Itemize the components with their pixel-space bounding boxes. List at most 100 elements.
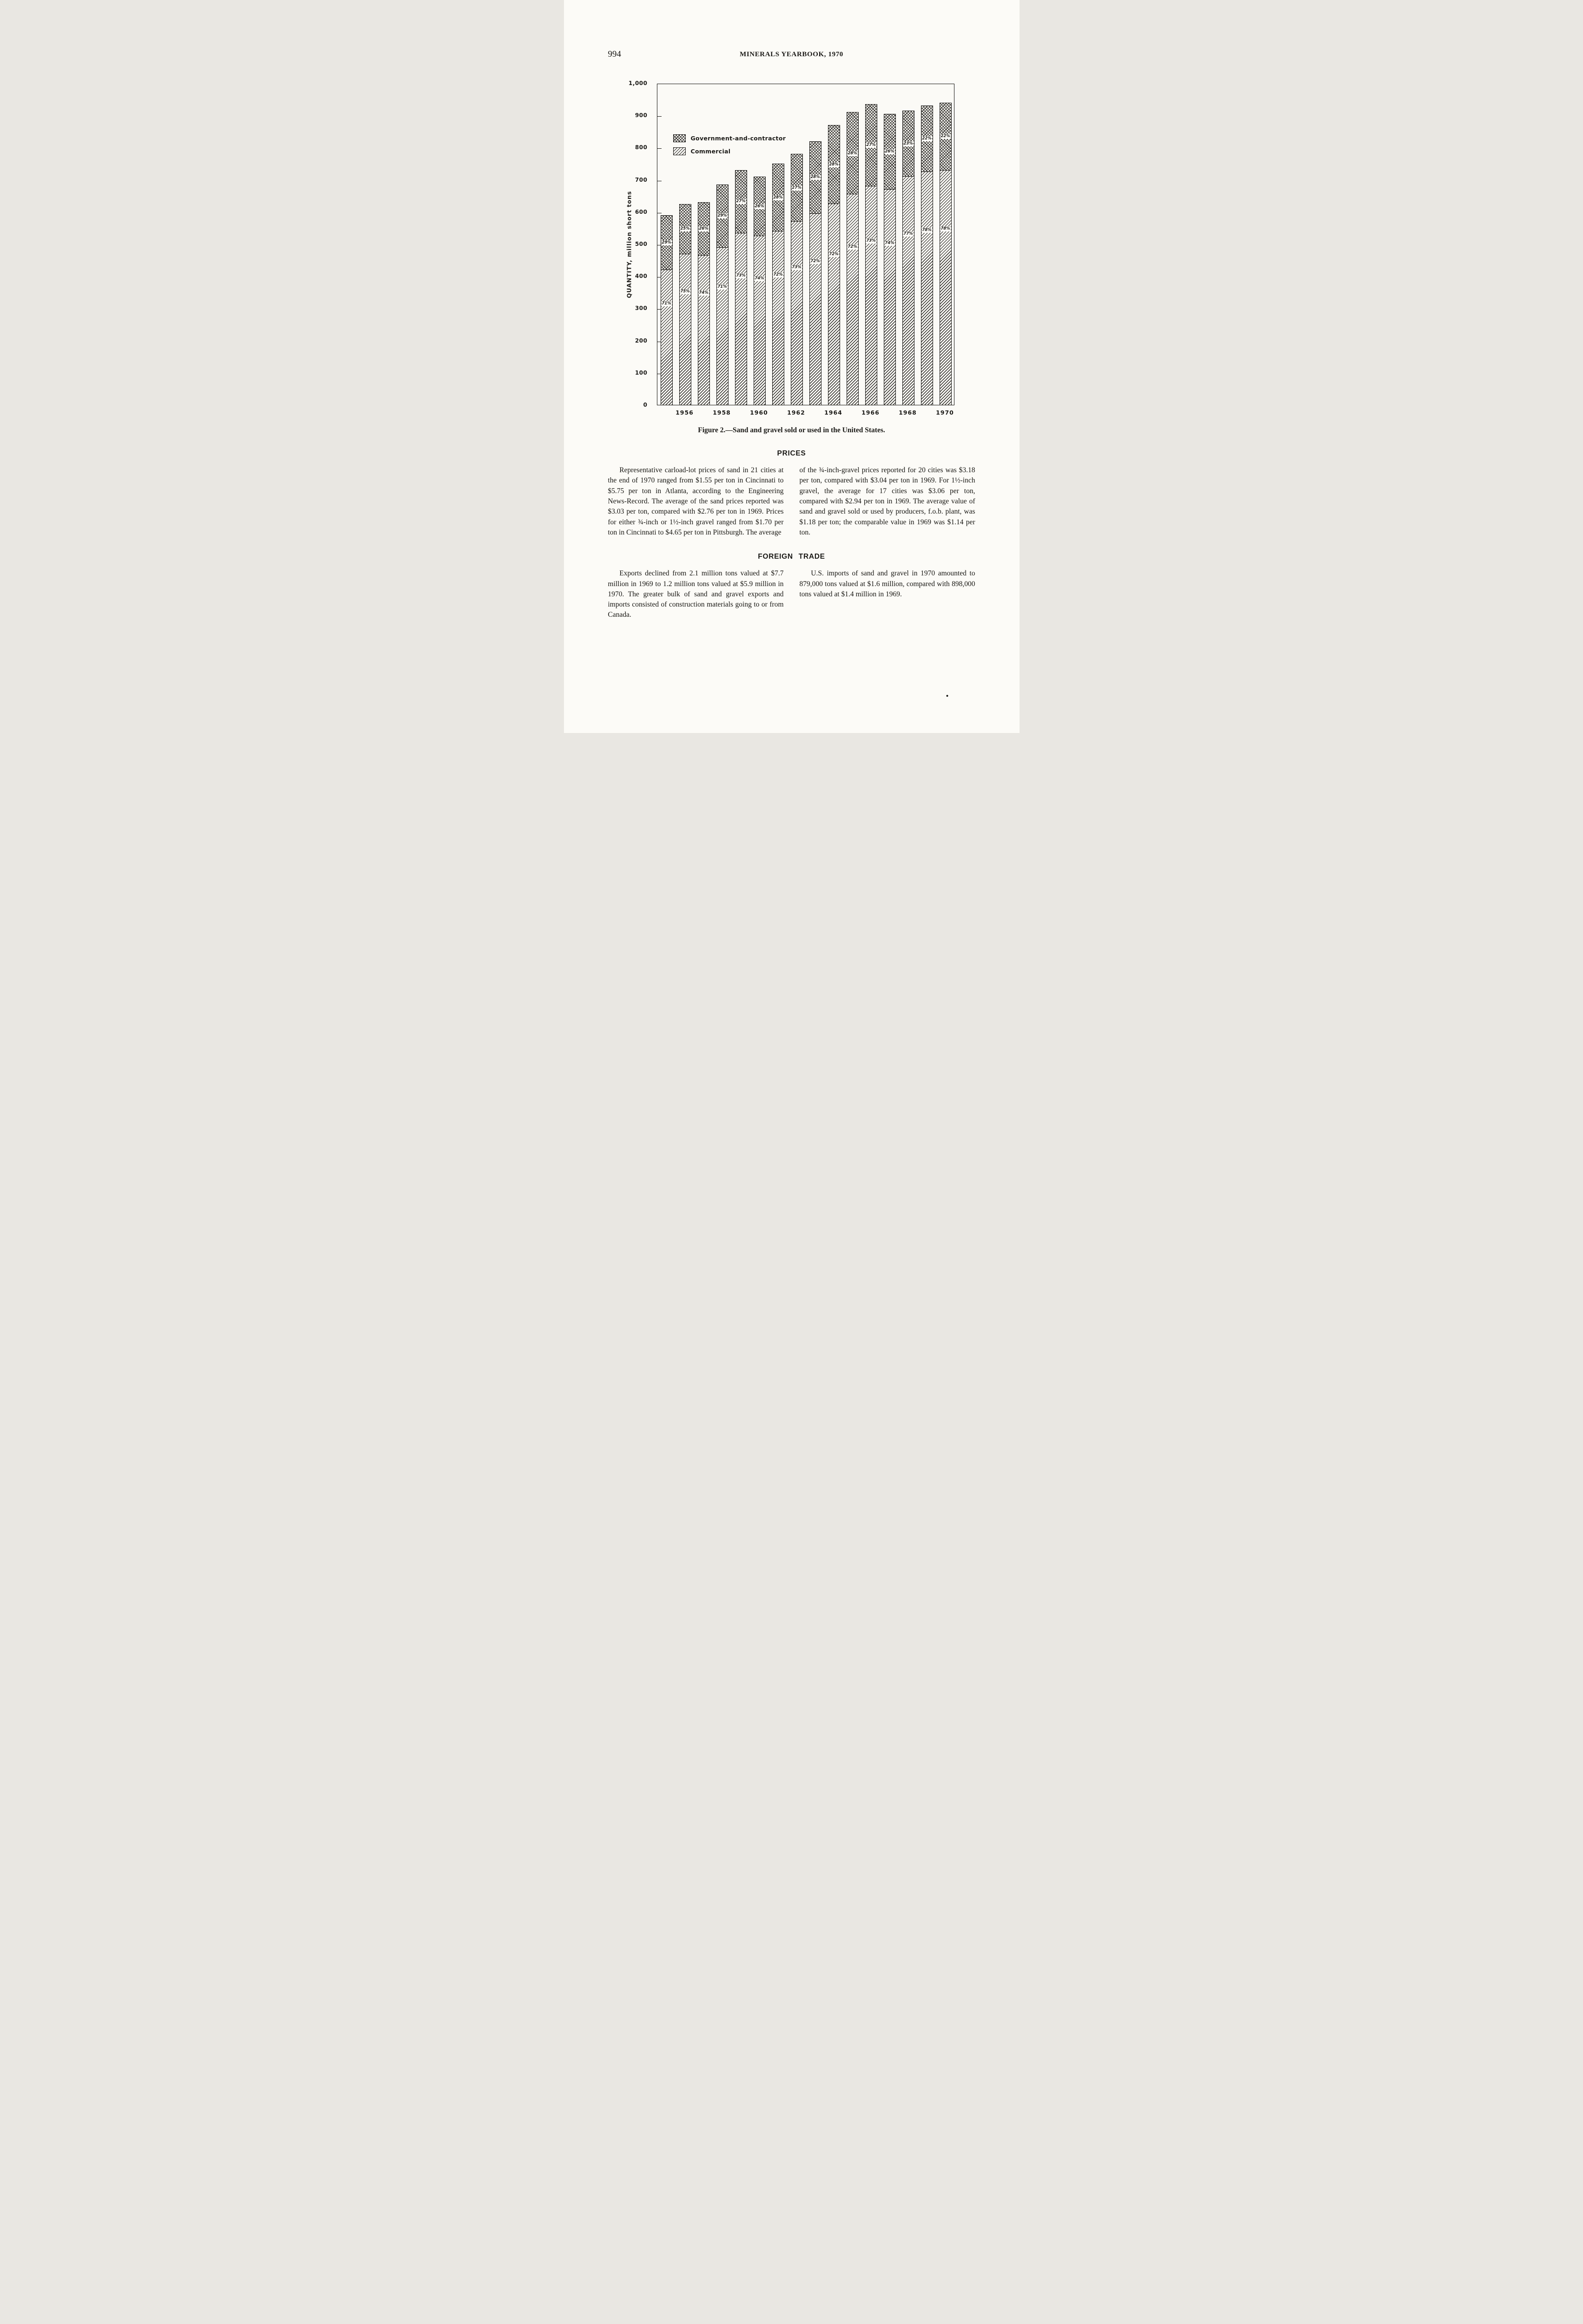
legend-item-government: Government-and-contractor <box>673 134 786 142</box>
x-axis-tick-label: 1970 <box>936 409 954 416</box>
y-axis-tick-label: 0 <box>643 402 648 408</box>
x-axis-tick-label: 1968 <box>899 409 917 416</box>
segment-commercial <box>828 204 840 405</box>
percent-label-commercial: 72% <box>847 244 858 250</box>
right-column: U.S. imports of sand and gravel in 1970 … <box>800 568 975 621</box>
legend-label: Government-and-contractor <box>690 135 786 142</box>
segment-commercial <box>772 231 784 405</box>
percent-label-government: 25% <box>680 226 690 232</box>
percent-label-government: 29% <box>661 240 672 245</box>
printed-dot-mark: • <box>946 692 949 700</box>
segment-commercial <box>716 247 728 405</box>
bar-1969: 78% 22% <box>921 106 933 405</box>
figure-2-chart: QUANTITY, million short tons 1,000 900 800… <box>564 74 1020 421</box>
percent-label-commercial: 73% <box>791 265 802 271</box>
bar-1957: 74% 26% <box>697 202 710 405</box>
percent-label-government: 28% <box>828 162 839 167</box>
y-axis-tick-label: 500 <box>635 241 648 247</box>
x-axis-tick-label: 1964 <box>824 409 842 416</box>
percent-label-commercial: 78% <box>921 227 932 233</box>
x-axis-tick-label: 1966 <box>861 409 880 416</box>
percent-label-government: 23% <box>903 141 914 146</box>
y-axis-tick <box>657 148 662 149</box>
two-column-text: Exports declined from 2.1 million tons v… <box>608 568 975 621</box>
paragraph: Representative carload-lot prices of san… <box>608 466 784 536</box>
segment-commercial <box>865 186 877 405</box>
paragraph: U.S. imports of sand and gravel in 1970 … <box>799 569 975 598</box>
figure-caption: Figure 2.—Sand and gravel sold or used i… <box>698 426 885 434</box>
bar-1956: 75% 25% <box>679 204 691 405</box>
bar-1966: 73% 27% <box>865 104 877 405</box>
segment-commercial <box>735 233 747 405</box>
segment-commercial <box>809 213 821 405</box>
y-axis-tick <box>657 309 662 310</box>
y-axis-tick-labels: 1,000 900 800 700 600 500 400 300 200 100 0 <box>615 80 651 408</box>
percent-label-commercial: 72% <box>828 251 839 257</box>
x-axis-tick-label: 1962 <box>787 409 805 416</box>
percent-label-commercial: 75% <box>680 289 690 295</box>
bar-1968: 77% 23% <box>902 110 914 405</box>
legend-swatch-commercial-diagonal <box>673 147 686 155</box>
y-axis-tick <box>657 116 662 117</box>
percent-label-commercial: 74% <box>754 276 765 281</box>
segment-commercial <box>661 270 672 405</box>
percent-label-commercial: 73% <box>735 273 746 279</box>
x-axis-tick-label: 1958 <box>713 409 731 416</box>
y-axis-tick-label: 1,000 <box>629 80 648 86</box>
right-column: of the ¾-inch-gravel prices reported for… <box>800 465 975 538</box>
y-axis-tick-label: 200 <box>635 337 648 344</box>
percent-label-commercial: 73% <box>866 238 876 244</box>
percent-label-government: 28% <box>847 151 858 156</box>
segment-commercial <box>902 177 914 405</box>
page-header: 994 MINERALS YEARBOOK, 1970 <box>564 49 1020 60</box>
bar-1970: 78% 22% <box>939 102 952 405</box>
section-heading-foreign-trade: FOREIGN TRADE <box>758 553 825 561</box>
segment-commercial <box>884 190 895 405</box>
y-axis-tick-label: 400 <box>635 273 648 280</box>
segment-commercial <box>921 172 933 405</box>
left-column: Exports declined from 2.1 million tons v… <box>608 568 784 621</box>
percent-label-government: 27% <box>866 143 876 148</box>
percent-label-commercial: 74% <box>884 241 895 246</box>
x-axis-tick-label: 1960 <box>750 409 768 416</box>
bar-1961: 72% 28% <box>772 164 784 405</box>
percent-label-government: 26% <box>754 204 765 209</box>
percent-label-government: 22% <box>940 134 951 139</box>
bar-1965: 72% 28% <box>846 112 859 405</box>
x-axis-tick-label: 1956 <box>676 409 694 416</box>
percent-label-government: 28% <box>773 195 783 200</box>
percent-label-commercial: 77% <box>903 231 914 237</box>
y-axis-tick-label: 100 <box>635 369 648 376</box>
x-axis-tick-labels: 1956 1958 1960 1962 1964 1966 1968 1970 <box>657 409 954 417</box>
section-foreign-trade: FOREIGN TRADE Exports declined from 2.1 … <box>564 553 1020 621</box>
percent-label-government: 27% <box>791 185 802 191</box>
legend-swatch-government-crosshatch <box>673 134 686 142</box>
bar-1963: 72% 28% <box>809 141 821 405</box>
legend-item-commercial: Commercial <box>673 147 786 155</box>
percent-label-commercial: 71% <box>717 284 728 290</box>
percent-label-government: 27% <box>735 199 746 205</box>
segment-commercial <box>791 222 802 405</box>
paragraph: Exports declined from 2.1 million tons v… <box>608 569 784 619</box>
bar-1962: 73% 27% <box>790 154 803 405</box>
scanned-book-page: 994 MINERALS YEARBOOK, 1970 QUANTITY, mi… <box>563 0 1020 733</box>
bar-1964: 72% 28% <box>828 125 840 405</box>
y-axis-tick-label: 800 <box>635 144 648 151</box>
percent-label-commercial: 74% <box>698 290 709 296</box>
y-axis-tick-label: 600 <box>635 208 648 215</box>
bar-1959: 73% 27% <box>735 170 747 405</box>
chart-legend: Government-and-contractor Commercial <box>673 134 786 160</box>
segment-commercial <box>847 194 858 405</box>
percent-label-government: 29% <box>717 213 728 219</box>
y-axis-tick-label: 900 <box>635 112 648 119</box>
segment-commercial <box>679 254 691 405</box>
percent-label-commercial: 78% <box>940 226 951 232</box>
percent-label-government: 26% <box>698 226 709 232</box>
paragraph: of the ¾-inch-gravel prices reported for… <box>799 466 975 536</box>
page-number: 994 <box>608 49 622 59</box>
percent-label-government: 22% <box>921 136 932 142</box>
segment-commercial <box>940 170 951 405</box>
chart-plot-area: Government-and-contractor Commercial 71%… <box>656 84 954 405</box>
segment-commercial <box>698 255 709 405</box>
percent-label-commercial: 71% <box>661 301 672 307</box>
